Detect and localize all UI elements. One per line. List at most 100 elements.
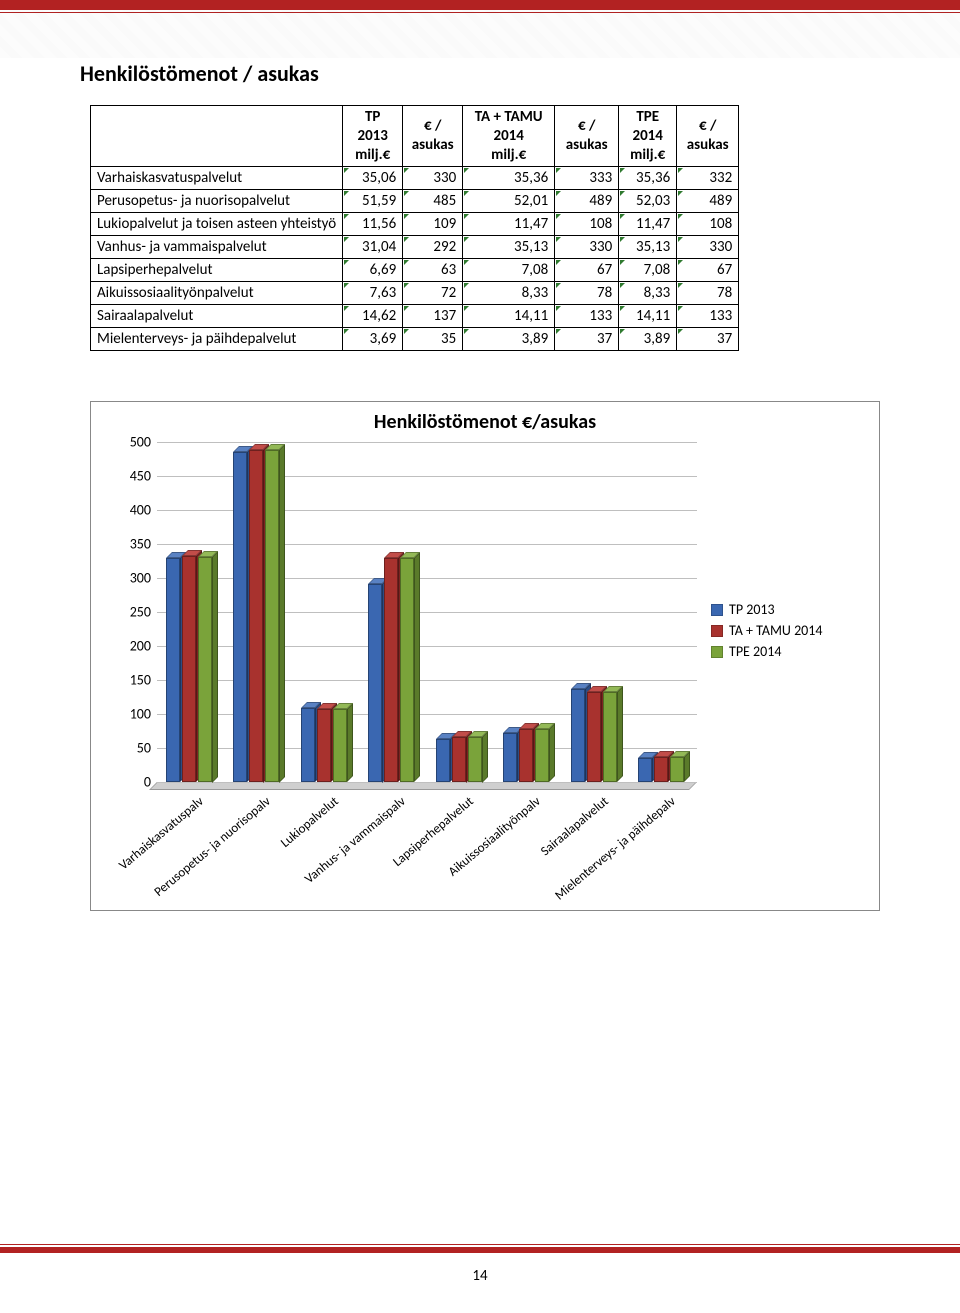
bar [400,558,414,782]
table-row: Lukiopalvelut ja toisen asteen yhteistyö… [91,213,739,236]
chart-title: Henkilöstömenot €/asukas [91,410,879,434]
th-c4: € /asukas [555,106,619,167]
cell-value: 78 [677,282,739,305]
th-c6: € /asukas [677,106,739,167]
cell-value: 37 [677,328,739,351]
cell-value: 137 [403,305,463,328]
cell-value: 489 [677,190,739,213]
cell-value: 133 [677,305,739,328]
y-tick-label: 200 [111,638,151,655]
bar [436,739,450,782]
bar [535,729,549,782]
bar [368,584,382,783]
cell-value: 7,08 [619,259,677,282]
bar [603,692,617,782]
th-c5: TPE2014milj.€ [619,106,677,167]
table-row: Varhaiskasvatuspalvelut35,0633035,363333… [91,167,739,190]
cell-value: 35,06 [343,167,403,190]
chart-x-labels: VarhaiskasvatuspalvPerusopetus- ja nuori… [157,794,697,914]
row-label: Lukiopalvelut ja toisen asteen yhteistyö [91,213,343,236]
bar [587,692,601,782]
y-tick-label: 450 [111,468,151,485]
legend-label: TA + TAMU 2014 [729,622,822,639]
row-label: Aikuissosiaalityönpalvelut [91,282,343,305]
cell-value: 7,08 [463,259,555,282]
row-label: Lapsiperhepalvelut [91,259,343,282]
bar [670,757,684,782]
page-title: Henkilöstömenot / asukas [80,60,890,87]
y-tick-label: 400 [111,502,151,519]
table-row: Aikuissosiaalityönpalvelut7,63728,33788,… [91,282,739,305]
bar [638,758,652,782]
footer-accent-bar [0,1247,960,1253]
cell-value: 330 [403,167,463,190]
cell-value: 35,13 [463,236,555,259]
cell-value: 14,11 [619,305,677,328]
chart-floor [149,782,697,790]
cell-value: 35,36 [619,167,677,190]
legend-item: TPE 2014 [711,643,822,660]
cell-value: 3,69 [343,328,403,351]
y-tick-label: 250 [111,604,151,621]
header-watermark [0,10,960,58]
cell-value: 6,69 [343,259,403,282]
y-tick-label: 50 [111,740,151,757]
th-c3: TA + TAMU2014milj.€ [463,106,555,167]
grid-line [157,782,697,783]
bar [452,737,466,783]
cell-value: 78 [555,282,619,305]
bar [333,709,347,782]
chart-legend: TP 2013TA + TAMU 2014TPE 2014 [711,597,822,664]
data-table: TP2013milj.€ € /asukas TA + TAMU2014milj… [90,105,739,351]
cell-value: 11,47 [463,213,555,236]
legend-label: TPE 2014 [729,643,781,660]
cell-value: 14,11 [463,305,555,328]
table-row: Mielenterveys- ja päihdepalvelut3,69353,… [91,328,739,351]
legend-item: TA + TAMU 2014 [711,622,822,639]
cell-value: 7,63 [343,282,403,305]
bar [198,557,212,783]
cell-value: 35 [403,328,463,351]
bar [233,452,247,782]
cell-value: 109 [403,213,463,236]
y-tick-label: 300 [111,570,151,587]
y-tick-label: 100 [111,706,151,723]
row-label: Perusopetus- ja nuorisopalvelut [91,190,343,213]
cell-value: 489 [555,190,619,213]
cell-value: 292 [403,236,463,259]
cell-value: 330 [677,236,739,259]
bar [468,737,482,783]
cell-value: 14,62 [343,305,403,328]
cell-value: 35,13 [619,236,677,259]
bar [654,757,668,782]
cell-value: 37 [555,328,619,351]
header-accent-bar [0,0,960,10]
cell-value: 8,33 [619,282,677,305]
bar [182,556,196,782]
th-c1: TP2013milj.€ [343,106,403,167]
bar [503,733,517,782]
cell-value: 72 [403,282,463,305]
y-tick-label: 350 [111,536,151,553]
cell-value: 333 [555,167,619,190]
bar [571,689,585,782]
cell-value: 11,47 [619,213,677,236]
cell-value: 35,36 [463,167,555,190]
y-tick-label: 0 [111,774,151,791]
cell-value: 485 [403,190,463,213]
bar [317,709,331,782]
cell-value: 3,89 [463,328,555,351]
bar [166,558,180,782]
bar [265,450,279,783]
cell-value: 332 [677,167,739,190]
th-c2: € /asukas [403,106,463,167]
row-label: Sairaalapalvelut [91,305,343,328]
cell-value: 108 [555,213,619,236]
row-label: Varhaiskasvatuspalvelut [91,167,343,190]
cell-value: 11,56 [343,213,403,236]
cell-value: 3,89 [619,328,677,351]
cell-value: 67 [555,259,619,282]
chart-plot-area: 050100150200250300350400450500 [157,442,697,782]
cell-value: 330 [555,236,619,259]
cell-value: 63 [403,259,463,282]
